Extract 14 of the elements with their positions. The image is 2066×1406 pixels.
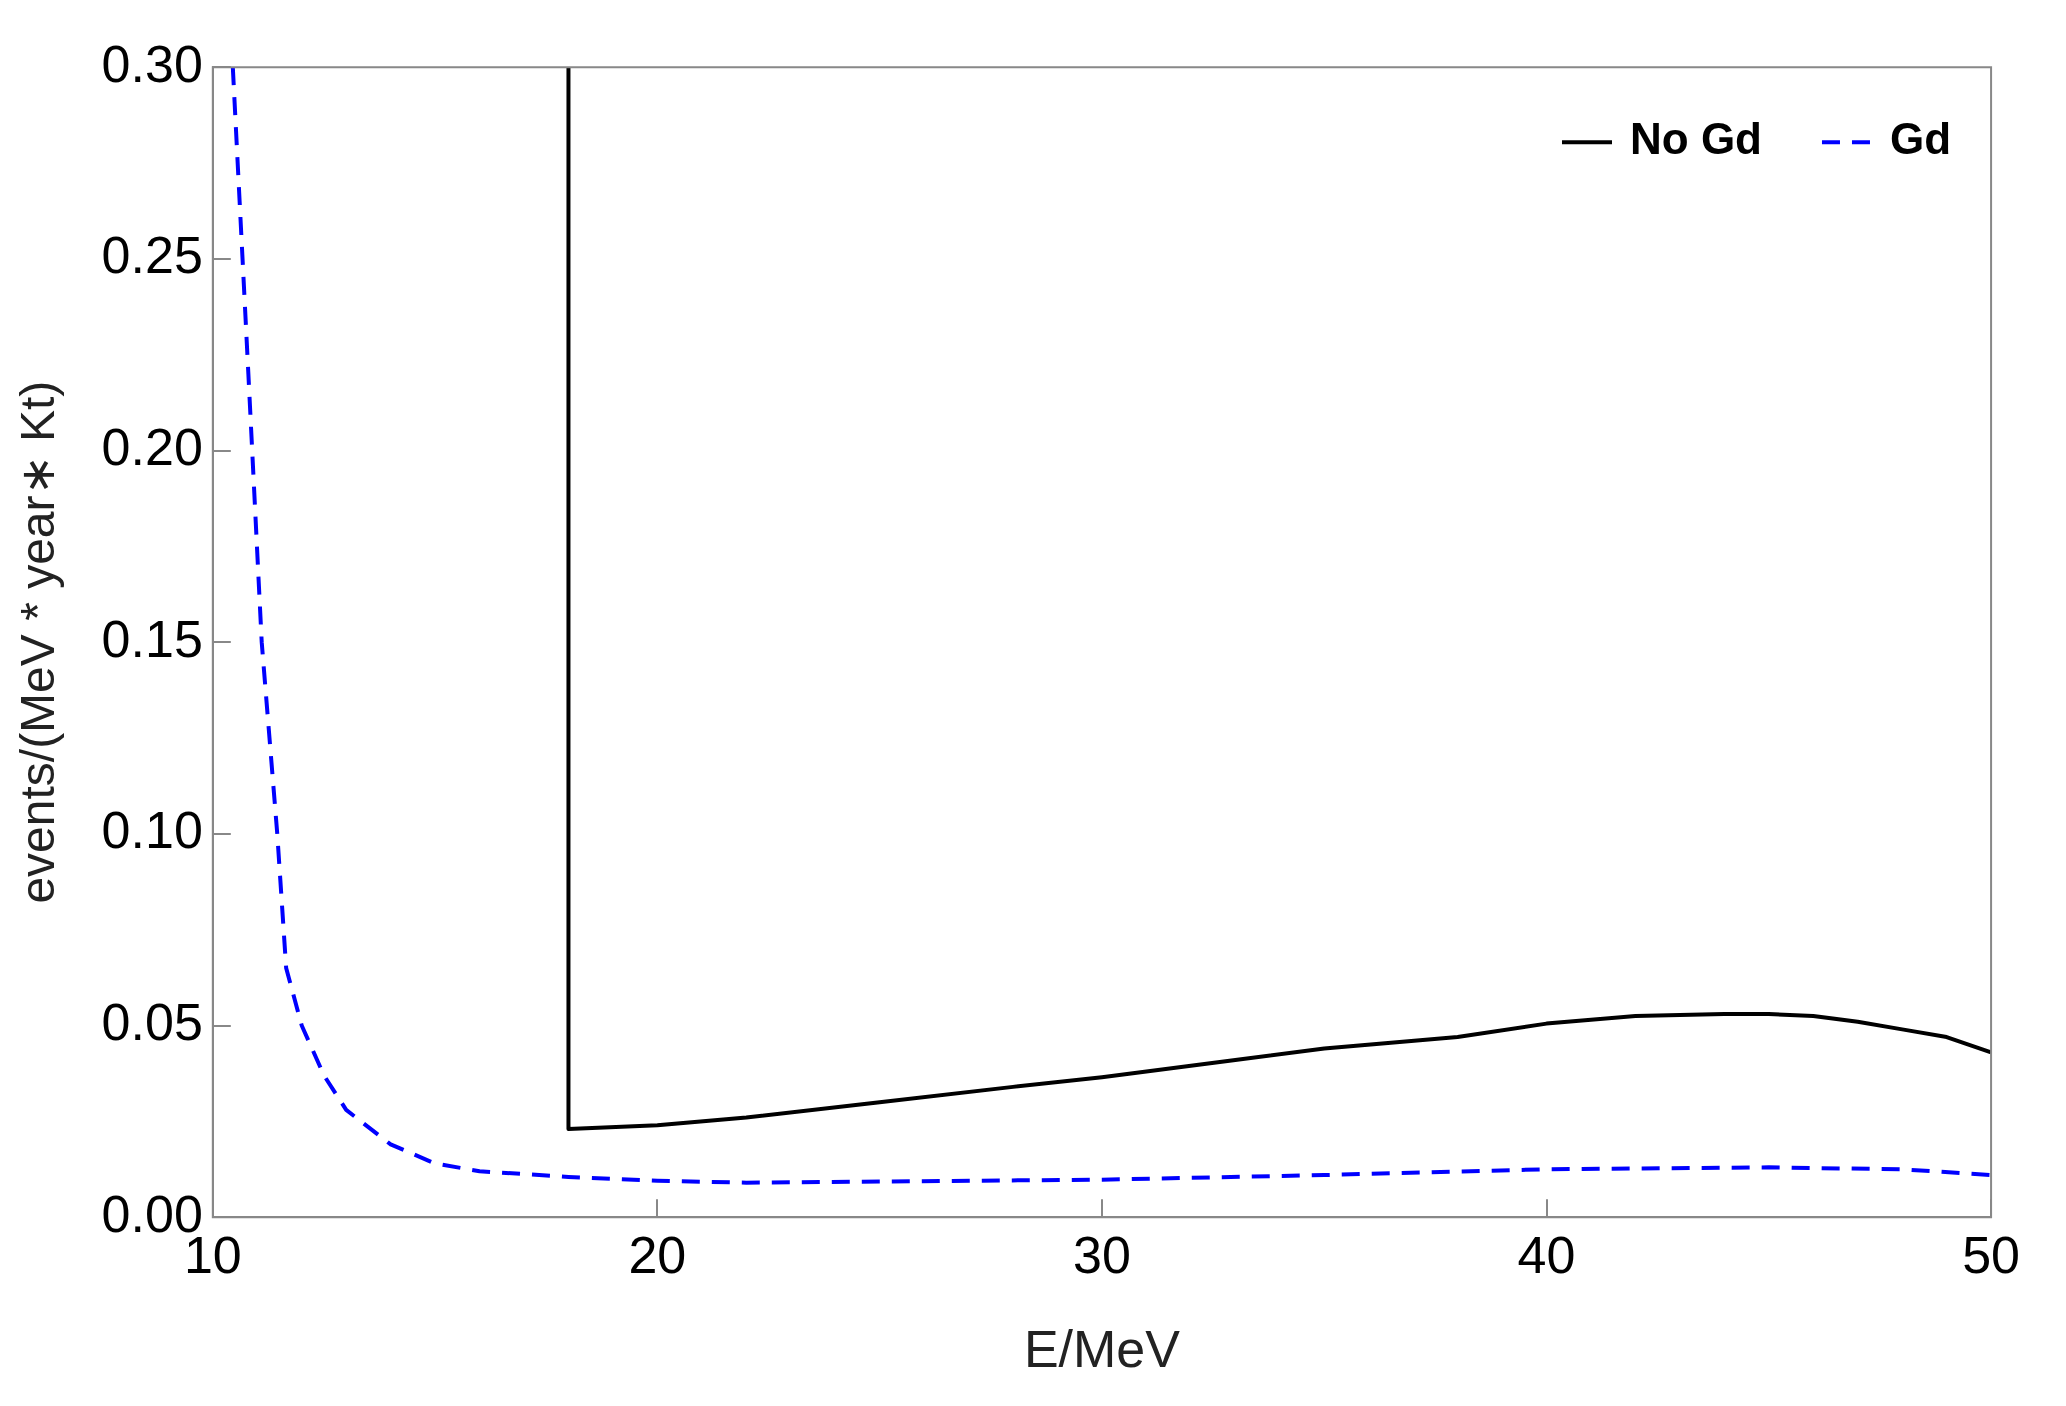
x-tick-label: 20 — [628, 1225, 687, 1284]
x-axis-title: E/MeV — [1023, 1320, 1181, 1379]
x-tick-label: 50 — [1962, 1225, 2020, 1284]
y-tick-label: 0.25 — [101, 226, 203, 285]
y-axis-title: events/(MeV * year∗ Kt) — [11, 380, 65, 904]
x-tick-label: 40 — [1517, 1225, 1576, 1284]
y-tick-label: 0.20 — [101, 417, 203, 476]
legend-label: No Gd — [1630, 114, 1762, 164]
y-tick-label: 0.10 — [101, 801, 203, 860]
x-tick-label: 30 — [1073, 1225, 1131, 1284]
y-tick-label: 0.05 — [101, 992, 203, 1051]
y-tick-label: 0.30 — [101, 34, 203, 93]
legend-label: Gd — [1889, 114, 1952, 164]
y-tick-label: 0.15 — [101, 609, 203, 668]
